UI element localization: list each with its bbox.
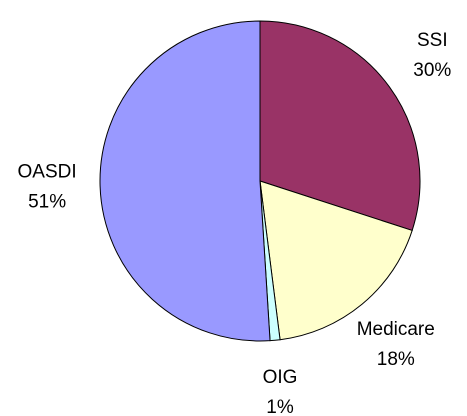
slice-label: OIG [263,367,298,388]
slice-label: SSI [417,30,448,51]
value-label: 51% [28,192,66,213]
pie-slice [259,180,413,341]
slice-label: Medicare [357,319,435,340]
value-label: 30% [413,60,451,81]
pie-slice [259,20,421,232]
slice-label: OASDI [18,162,77,183]
pie-slice [99,20,271,342]
value-label: 1% [266,397,294,416]
value-label: 18% [377,349,415,370]
